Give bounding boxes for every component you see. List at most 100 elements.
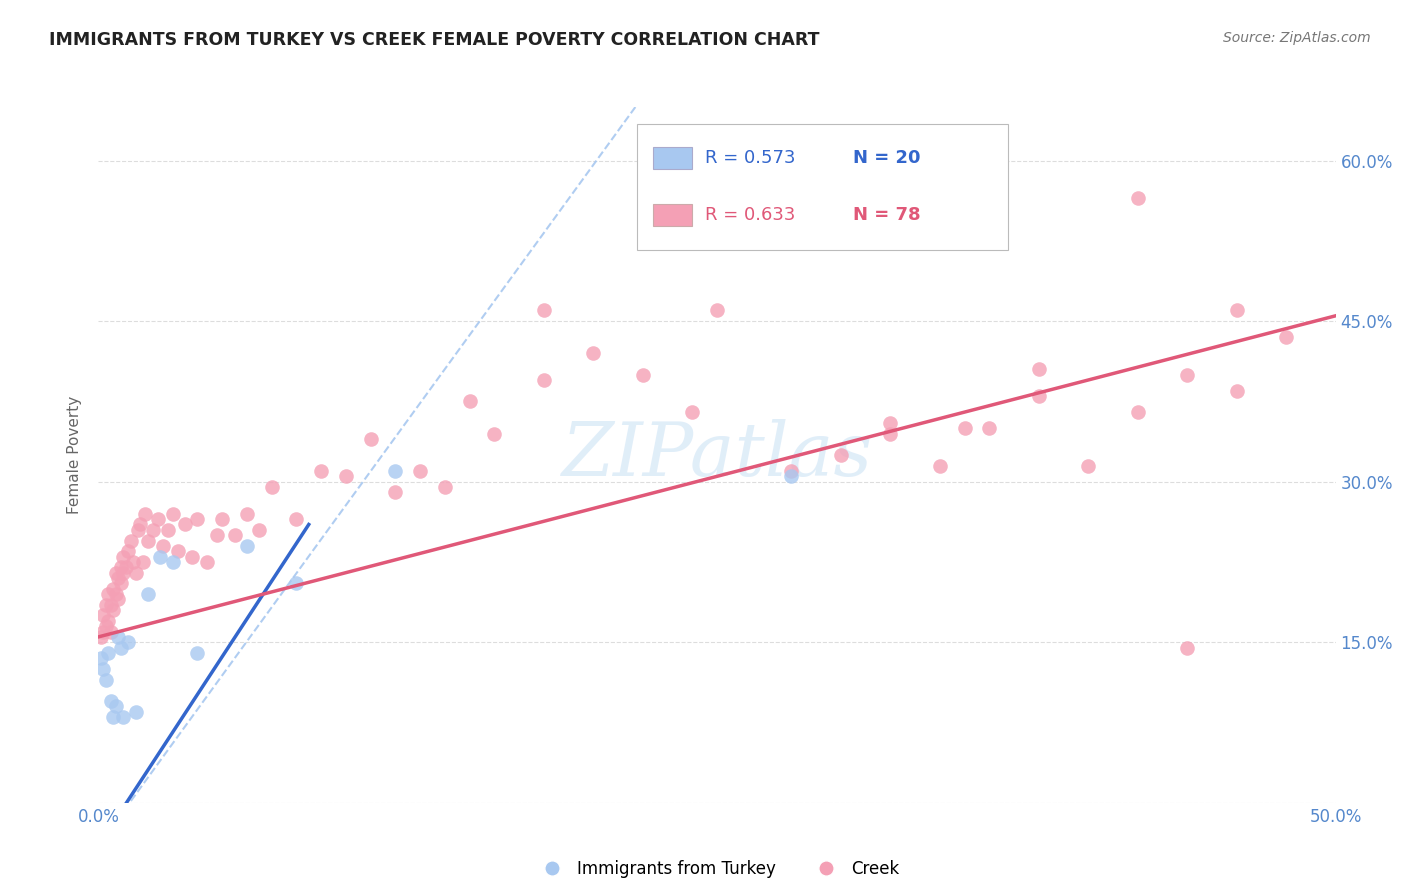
Point: [166, 544, 188, 558]
Point: [104, 699, 127, 714]
Point: [1028, 362, 1050, 376]
Point: [631, 368, 654, 382]
Point: [114, 560, 136, 574]
Point: [112, 549, 135, 564]
Point: [953, 421, 976, 435]
Point: [484, 426, 506, 441]
Point: [335, 469, 357, 483]
Point: [1126, 405, 1149, 419]
FancyBboxPatch shape: [652, 203, 692, 226]
Point: [107, 630, 129, 644]
Point: [93, 624, 115, 639]
Point: [103, 710, 125, 724]
Point: [97, 587, 120, 601]
Point: [112, 710, 135, 724]
Point: [309, 464, 332, 478]
Point: [195, 555, 218, 569]
Point: [132, 555, 155, 569]
Point: [928, 458, 950, 473]
Point: [224, 528, 246, 542]
Point: [110, 576, 132, 591]
Point: [247, 523, 270, 537]
Y-axis label: Female Poverty: Female Poverty: [67, 396, 83, 514]
Point: [124, 705, 146, 719]
Point: [94, 673, 117, 687]
Text: ZIPatlas: ZIPatlas: [561, 418, 873, 491]
Point: [1077, 458, 1099, 473]
Point: [97, 614, 120, 628]
Point: [979, 421, 1001, 435]
Point: [149, 549, 172, 564]
Point: [94, 598, 117, 612]
Point: [830, 448, 852, 462]
Point: [1275, 330, 1298, 344]
Text: IMMIGRANTS FROM TURKEY VS CREEK FEMALE POVERTY CORRELATION CHART: IMMIGRANTS FROM TURKEY VS CREEK FEMALE P…: [49, 31, 820, 49]
Point: [90, 630, 112, 644]
Point: [205, 528, 228, 542]
Point: [285, 512, 308, 526]
Point: [458, 394, 481, 409]
Point: [780, 464, 803, 478]
Point: [129, 517, 152, 532]
Point: [384, 464, 406, 478]
FancyBboxPatch shape: [652, 146, 692, 169]
Point: [107, 592, 129, 607]
Point: [186, 646, 208, 660]
Point: [152, 539, 174, 553]
Text: N = 78: N = 78: [853, 206, 921, 224]
Point: [124, 566, 146, 580]
Point: [104, 587, 127, 601]
Point: [127, 523, 149, 537]
Point: [104, 566, 127, 580]
Point: [103, 582, 125, 596]
Point: [706, 303, 728, 318]
Point: [93, 608, 115, 623]
Point: [110, 640, 132, 655]
FancyBboxPatch shape: [637, 125, 1008, 250]
Point: [1175, 640, 1198, 655]
Point: [156, 523, 179, 537]
Point: [1126, 191, 1149, 205]
Point: [236, 539, 259, 553]
Point: [142, 523, 165, 537]
Point: [93, 662, 115, 676]
Point: [94, 619, 117, 633]
Point: [97, 646, 120, 660]
Point: [117, 635, 139, 649]
Point: [260, 480, 283, 494]
Point: [1226, 384, 1249, 398]
Text: R = 0.573: R = 0.573: [704, 149, 796, 167]
Point: [533, 303, 555, 318]
Point: [1028, 389, 1050, 403]
Point: [181, 549, 204, 564]
Point: [103, 603, 125, 617]
Point: [780, 132, 803, 146]
Point: [285, 576, 308, 591]
Point: [112, 566, 135, 580]
Point: [122, 555, 145, 569]
Point: [236, 507, 259, 521]
Text: N = 20: N = 20: [853, 149, 921, 167]
Point: [681, 405, 703, 419]
Legend: Immigrants from Turkey, Creek: Immigrants from Turkey, Creek: [529, 854, 905, 885]
Point: [433, 480, 456, 494]
Point: [100, 624, 122, 639]
Point: [211, 512, 233, 526]
Point: [162, 507, 184, 521]
Point: [1175, 368, 1198, 382]
Point: [360, 432, 382, 446]
Point: [582, 346, 605, 360]
Point: [533, 373, 555, 387]
Point: [780, 469, 803, 483]
Point: [136, 587, 159, 601]
Point: [162, 555, 184, 569]
Point: [186, 512, 208, 526]
Text: Source: ZipAtlas.com: Source: ZipAtlas.com: [1223, 31, 1371, 45]
Point: [134, 507, 156, 521]
Point: [120, 533, 142, 548]
Point: [146, 512, 169, 526]
Point: [174, 517, 197, 532]
Point: [107, 571, 129, 585]
Point: [879, 416, 901, 430]
Point: [110, 560, 132, 574]
